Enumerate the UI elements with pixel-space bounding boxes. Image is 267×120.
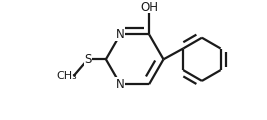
Text: N: N bbox=[116, 28, 125, 41]
Text: OH: OH bbox=[140, 1, 158, 14]
Text: CH₃: CH₃ bbox=[56, 71, 77, 81]
Text: N: N bbox=[116, 78, 125, 91]
Text: S: S bbox=[84, 53, 92, 66]
